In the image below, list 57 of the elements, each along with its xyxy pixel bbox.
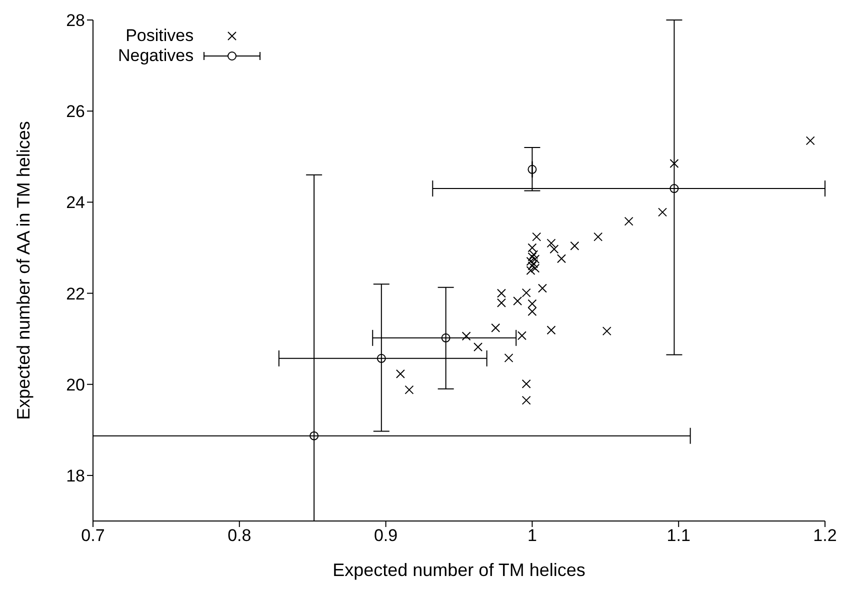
legend-label: Negatives <box>118 46 194 66</box>
y-axis-title: Expected number of AA in TM helices <box>13 121 34 420</box>
point <box>522 396 531 405</box>
point <box>530 254 540 264</box>
point <box>806 136 815 146</box>
y-tick-label: 26 <box>66 102 85 122</box>
point <box>528 252 537 262</box>
x-tick-label: 0.9 <box>374 526 398 546</box>
point <box>658 208 667 217</box>
point <box>670 158 679 168</box>
y-tick-label: 20 <box>66 375 85 394</box>
point <box>496 288 506 298</box>
point <box>526 266 536 275</box>
point <box>441 333 450 342</box>
point <box>546 326 556 335</box>
point <box>528 299 537 308</box>
point <box>404 385 414 394</box>
point <box>570 241 580 250</box>
x-tick-label: 1.1 <box>666 526 690 546</box>
point <box>522 379 531 388</box>
legend-label: Positives <box>126 26 194 46</box>
point <box>546 238 556 248</box>
point <box>529 259 538 268</box>
point <box>491 323 500 332</box>
point <box>504 353 514 362</box>
point <box>496 298 506 308</box>
point <box>310 431 319 440</box>
point <box>522 288 531 298</box>
y-tick-label: 28 <box>66 11 85 30</box>
point <box>529 250 538 260</box>
point <box>474 342 483 352</box>
point <box>526 256 536 266</box>
y-tick-label: 22 <box>66 284 85 304</box>
x-axis-title: Expected number of TM helices <box>332 560 586 580</box>
point <box>528 261 537 270</box>
point <box>624 216 634 226</box>
point <box>528 164 537 174</box>
x-tick-label: 1.2 <box>813 526 837 546</box>
x-tick-label: 0.8 <box>228 526 252 546</box>
point <box>556 254 566 264</box>
point <box>513 296 522 306</box>
point <box>532 232 542 242</box>
point <box>602 326 612 336</box>
point <box>594 232 603 242</box>
y-tick-label: 18 <box>66 466 85 486</box>
point <box>670 184 679 194</box>
y-tick-label: 24 <box>66 193 85 212</box>
point <box>550 244 559 254</box>
point <box>396 369 405 378</box>
point <box>530 264 540 273</box>
point <box>528 306 537 316</box>
x-tick-label: 1 <box>527 526 537 546</box>
point <box>528 243 537 252</box>
point <box>462 332 471 341</box>
x-tick-label: 0.7 <box>81 526 105 546</box>
point <box>538 284 547 293</box>
point <box>376 354 386 363</box>
